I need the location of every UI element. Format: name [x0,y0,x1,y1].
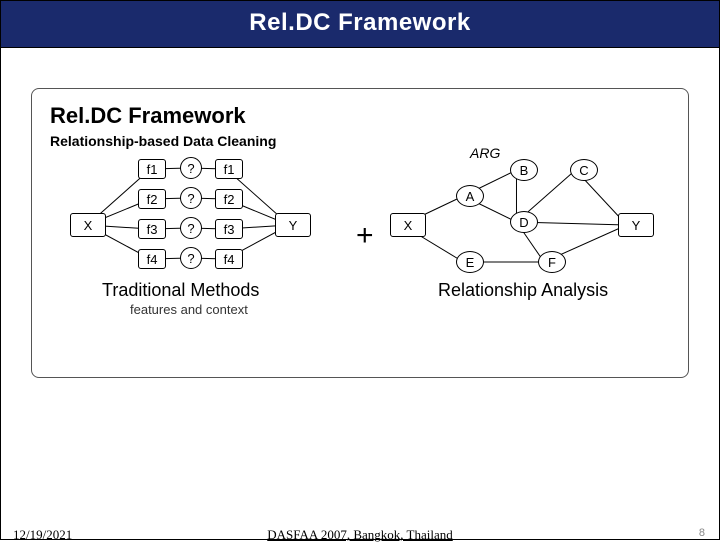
diagram-area: XYf1f2f3f4????f1f2f3f4XABCDEFY + ARG Tra… [50,157,670,317]
node-f4b: f4 [215,249,243,269]
node-f4a: f4 [138,249,166,269]
node-d: D [510,211,538,233]
node-b: B [510,159,538,181]
panel-title: Rel.DC Framework [50,103,670,129]
node-f3a: f3 [138,219,166,239]
left-caption-sub: features and context [130,302,248,317]
plus-symbol: + [356,219,374,253]
node-x: X [390,213,426,237]
footer-date: 12/19/2021 [13,527,72,543]
node-q3: ? [180,217,202,239]
node-x: X [70,213,106,237]
node-f1a: f1 [138,159,166,179]
node-q1: ? [180,157,202,179]
node-c: C [570,159,598,181]
node-a: A [456,185,484,207]
node-q4: ? [180,247,202,269]
panel-subtitle: Relationship-based Data Cleaning [50,133,670,149]
node-f: F [538,251,566,273]
framework-panel: Rel.DC Framework Relationship-based Data… [31,88,689,378]
arg-label: ARG [470,145,500,161]
left-caption-main: Traditional Methods [102,280,259,301]
slide-title: Rel.DC Framework [249,9,470,36]
footer-page: 8 [699,527,705,539]
right-caption-main: Relationship Analysis [438,280,608,301]
footer-venue: DASFAA 2007, Bangkok, Thailand [267,527,453,543]
node-f2a: f2 [138,189,166,209]
slide-content: Rel.DC Framework Relationship-based Data… [1,48,719,378]
node-f1b: f1 [215,159,243,179]
node-q2: ? [180,187,202,209]
node-e: E [456,251,484,273]
node-y: Y [275,213,311,237]
node-f2b: f2 [215,189,243,209]
node-f3b: f3 [215,219,243,239]
node-y: Y [618,213,654,237]
slide-title-bar: Rel.DC Framework [1,1,719,48]
